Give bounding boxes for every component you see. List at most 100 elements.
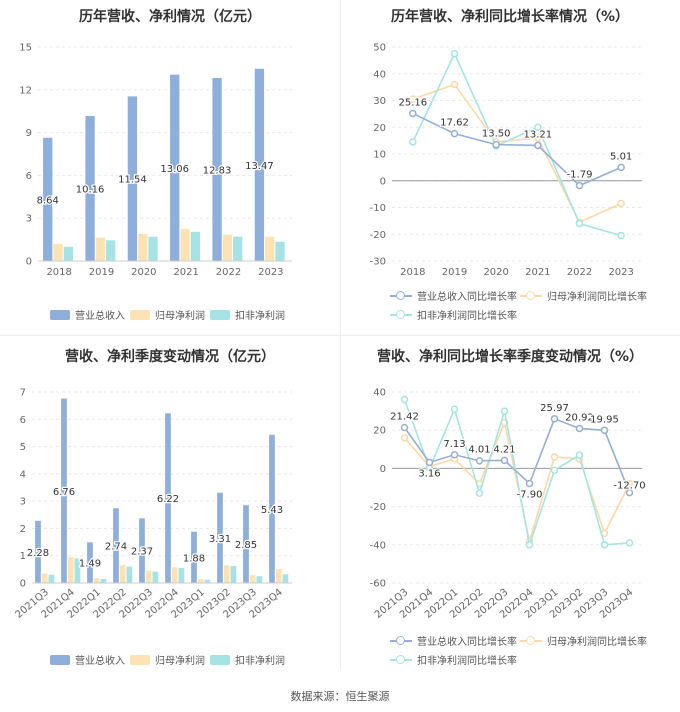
bar [180, 228, 190, 261]
data-point [575, 181, 584, 190]
legend-line-marker [520, 290, 542, 301]
quarterly-bar-chart: 012345672021Q32021Q42022Q12022Q22022Q320… [13, 388, 292, 621]
data-point [550, 466, 559, 475]
bar [95, 237, 106, 261]
bar [148, 236, 158, 261]
x-tick-label: 2019 [442, 267, 467, 278]
data-label: 13.47 [245, 161, 274, 172]
x-tick-label: 2019 [89, 267, 114, 278]
y-tick-label: 5 [20, 442, 26, 453]
bar [35, 520, 41, 583]
legend-swatch [50, 309, 70, 320]
annual-growth-line-chart: -30 -20 -10 0 10 20 30 40 50 2018 2019 2020 2021 2022… [370, 43, 642, 278]
x-tick-label: 2018 [46, 267, 71, 278]
bar [152, 571, 159, 583]
legend-item-revenue[interactable]: 营业总收入 [50, 652, 125, 667]
quarterly-growth-line-chart: -60-40-20020402021Q32021Q42022Q12022Q220… [370, 388, 647, 621]
y-tick-label: -20 [370, 230, 386, 241]
legend-swatch [130, 309, 150, 320]
data-point [475, 489, 484, 497]
legend-item-deducted-profit-growth[interactable]: 扣非净利润同比增长率 [390, 652, 517, 667]
bar [48, 574, 55, 583]
data-point [400, 423, 409, 432]
annual-revenue-profit-panel: 历年营收、净利情况（亿元） 0 3 6 9 12 15 2018 2019 2020 2021 20… [0, 0, 340, 335]
data-point [534, 123, 542, 131]
y-tick-label: 9 [26, 128, 32, 139]
legend-item-deducted-profit-growth[interactable]: 扣非净利润同比增长率 [390, 307, 517, 322]
data-label: 10.16 [76, 185, 105, 196]
y-tick-label: -60 [370, 579, 386, 590]
data-point [450, 49, 459, 58]
data-label: -7.90 [517, 489, 543, 500]
quarterly-growth-panel: 营收、净利同比增长率季度变动情况（%） -60 -40 -20 0 20 40 2021Q3… [340, 340, 680, 675]
data-point [617, 199, 625, 208]
legend-item-net-profit[interactable]: 归母净利润 [130, 652, 205, 667]
y-tick-label: 10 [373, 150, 386, 161]
legend-label: 归母净利润同比增长率 [547, 292, 647, 303]
legend-item-deducted-profit[interactable]: 扣非净利润 [210, 652, 285, 667]
legend-item-net-profit-growth[interactable]: 归母净利润同比增长率 [520, 288, 647, 303]
data-point [575, 219, 584, 228]
data-label: 25.97 [540, 403, 569, 414]
bar [256, 576, 263, 583]
legend-item-revenue-growth[interactable]: 营业总收入同比增长率 [390, 633, 517, 648]
bar [212, 77, 222, 261]
bar [53, 243, 63, 261]
data-label: -1.79 [567, 170, 593, 181]
legend-line-marker [390, 635, 412, 646]
legend-label: 营业总收入 [75, 311, 125, 322]
data-point [450, 451, 459, 459]
data-point [409, 95, 417, 103]
y-tick-label: 6 [20, 415, 26, 426]
legend-item-net-profit[interactable]: 归母净利润 [130, 307, 205, 322]
data-label: 11.54 [118, 175, 147, 186]
y-tick-label: 1 [20, 551, 26, 562]
data-point [625, 539, 634, 547]
y-tick-label: 20 [373, 426, 386, 437]
bar [282, 574, 289, 583]
legend-item-revenue[interactable]: 营业总收入 [50, 307, 125, 322]
data-label: 2.74 [105, 542, 127, 553]
series-line [412, 83, 622, 224]
bar [254, 68, 265, 261]
legend-item-net-profit-growth[interactable]: 归母净利润同比增长率 [520, 633, 647, 648]
legend-item-deducted-profit[interactable]: 扣非净利润 [210, 307, 285, 322]
data-point [617, 163, 625, 172]
data-point [500, 407, 509, 415]
data-point [409, 109, 417, 118]
data-label: 4.01 [468, 445, 490, 456]
legend-item-revenue-growth[interactable]: 营业总收入同比增长率 [390, 288, 517, 303]
legend-label: 扣非净利润同比增长率 [417, 656, 517, 667]
data-point [600, 541, 609, 549]
bar [190, 231, 201, 261]
data-label: 17.62 [440, 118, 469, 129]
y-tick-label: 4 [20, 469, 26, 480]
legend-label: 扣非净利润 [235, 311, 285, 322]
legend-line-marker [390, 309, 412, 320]
bar [230, 566, 237, 583]
series-line [412, 112, 622, 187]
x-tick-label: 2018 [400, 267, 425, 278]
data-label: 13.06 [160, 164, 189, 175]
data-label: 7.13 [443, 439, 465, 450]
x-tick-label: 2021 [525, 267, 550, 278]
data-label: -12.70 [613, 481, 645, 492]
bar [100, 578, 107, 583]
y-tick-label: 40 [373, 388, 386, 399]
y-tick-label: 3 [26, 214, 32, 225]
y-tick-label: 50 [373, 43, 386, 54]
y-tick-label: -20 [370, 502, 386, 513]
series-line [403, 399, 630, 548]
data-label: 1.49 [79, 559, 101, 570]
bar [145, 570, 152, 583]
legend-label: 营业总收入 [75, 656, 125, 667]
bar [171, 567, 178, 583]
legend-label: 归母净利润 [155, 656, 205, 667]
y-tick-label: 0 [380, 176, 386, 187]
y-tick-label: 2 [20, 524, 26, 535]
bar [178, 567, 185, 583]
legend-label: 归母净利润 [155, 311, 205, 322]
legend-line-marker [520, 635, 542, 646]
bar [191, 531, 197, 583]
bar [63, 246, 74, 261]
